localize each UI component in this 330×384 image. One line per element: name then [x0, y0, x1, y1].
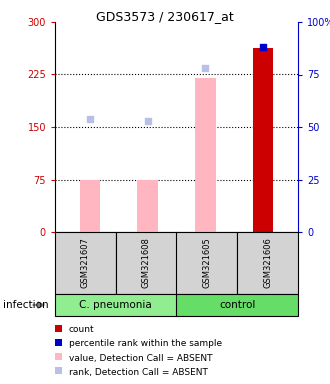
- Text: infection: infection: [3, 300, 49, 310]
- Text: count: count: [69, 326, 94, 334]
- Text: GSM321605: GSM321605: [202, 238, 212, 288]
- Bar: [80, 179, 100, 232]
- Bar: [253, 48, 274, 232]
- Text: GSM321607: GSM321607: [81, 238, 90, 288]
- Point: [145, 118, 150, 124]
- Text: percentile rank within the sample: percentile rank within the sample: [69, 339, 222, 349]
- Point: [261, 44, 266, 50]
- Bar: [195, 78, 215, 232]
- Text: C. pneumonia: C. pneumonia: [80, 300, 152, 310]
- Point: [203, 65, 208, 71]
- Text: GDS3573 / 230617_at: GDS3573 / 230617_at: [96, 10, 234, 23]
- Text: GSM321608: GSM321608: [142, 238, 150, 288]
- Bar: [138, 179, 158, 232]
- Text: value, Detection Call = ABSENT: value, Detection Call = ABSENT: [69, 354, 212, 362]
- Text: rank, Detection Call = ABSENT: rank, Detection Call = ABSENT: [69, 367, 208, 376]
- Point: [87, 116, 92, 122]
- Text: control: control: [219, 300, 255, 310]
- Text: GSM321606: GSM321606: [263, 238, 272, 288]
